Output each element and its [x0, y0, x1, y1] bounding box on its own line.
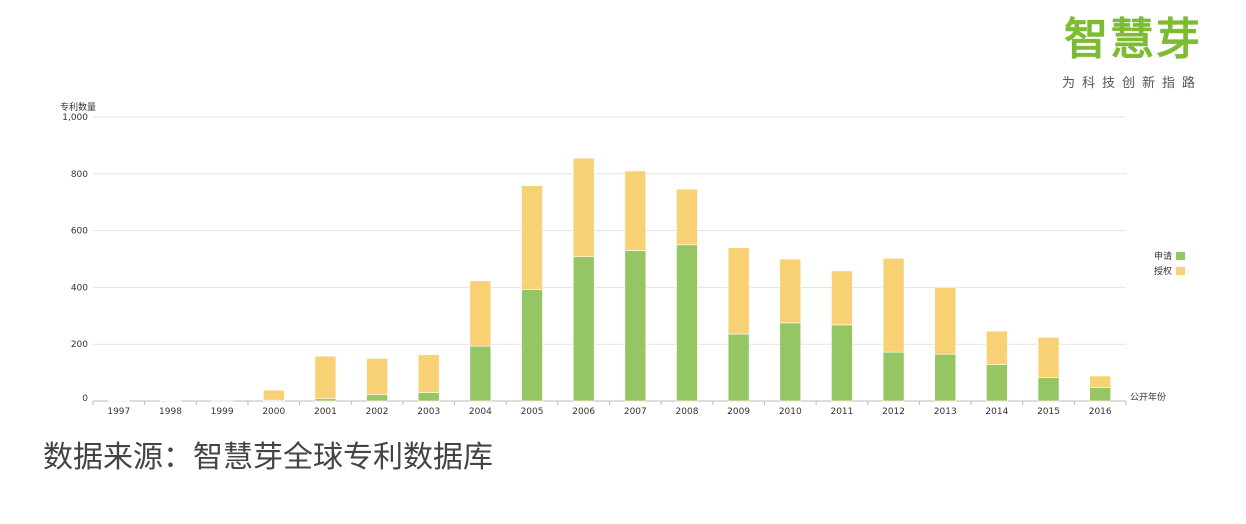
- brand-logo-tagline: 为科技创新指路: [1061, 76, 1202, 91]
- x-tick-label: 2000: [262, 407, 285, 417]
- x-tick-label: 2003: [417, 407, 440, 417]
- bar-2014-series-0: [986, 364, 1008, 402]
- y-tick-label: 600: [71, 227, 88, 237]
- grid-lines: [93, 116, 1126, 402]
- bar-2010-series-0: [779, 322, 802, 402]
- bar-2008-series-1: [676, 188, 698, 246]
- x-tick-label: 1998: [159, 407, 182, 417]
- bar-2011-series-0: [831, 324, 853, 402]
- bar-2002-series-1: [366, 358, 388, 396]
- y-axis-ticks: 0 200 400 600 800 1,000: [62, 113, 88, 404]
- x-tick-label: 2004: [469, 407, 492, 417]
- x-tick-label: 2014: [985, 407, 1008, 417]
- x-tick-label: 2013: [934, 407, 957, 417]
- bar-2001-series-1: [314, 355, 337, 400]
- bar-2013-series-1: [934, 287, 957, 355]
- bar-2002-series-0: [366, 394, 388, 402]
- y-tick-label: 200: [71, 340, 88, 350]
- x-axis-ticks: 1997 1998 1999 2000 2001 2002 2003 2004 2005 2006…: [92, 401, 1127, 417]
- bar-2009-series-1: [727, 247, 750, 335]
- bar-2011-series-1: [831, 270, 853, 326]
- bar-2015-series-0: [1037, 377, 1060, 402]
- bar-2006-series-1: [572, 157, 595, 258]
- bar-2012-series-0: [882, 351, 905, 402]
- bar-2004-series-0: [469, 345, 492, 402]
- x-axis-title: 公开年份: [1130, 391, 1166, 403]
- x-tick-label: 2007: [624, 407, 647, 417]
- bar-2008-series-0: [676, 244, 698, 402]
- bar-2007-series-0: [624, 250, 647, 402]
- y-tick-label: 800: [71, 170, 88, 180]
- x-tick-label: 2010: [779, 407, 802, 417]
- x-tick-label: 2006: [572, 407, 595, 417]
- x-tick-label: 2011: [830, 407, 853, 417]
- legend-swatch-0: [1176, 252, 1185, 260]
- brand-logo-title: 智慧芽: [1064, 14, 1202, 65]
- bar-2014-series-1: [986, 330, 1008, 365]
- bar-2010-series-1: [779, 258, 802, 324]
- bar-2015-series-1: [1037, 337, 1060, 379]
- x-tick-label: 2015: [1037, 407, 1060, 417]
- bar-2016-series-1: [1089, 375, 1111, 388]
- x-tick-label: 1999: [211, 407, 234, 417]
- bar-2012-series-1: [882, 258, 905, 353]
- bar-2016-series-0: [1089, 387, 1111, 402]
- bar-2004-series-1: [469, 280, 492, 347]
- bar-2007-series-1: [624, 170, 647, 251]
- bar-2006-series-0: [572, 256, 595, 402]
- x-tick-label: 2016: [1089, 407, 1112, 417]
- legend-label-1: 授权: [1154, 265, 1172, 277]
- x-tick-label: 2009: [727, 407, 750, 417]
- legend-label-0: 申请: [1154, 250, 1172, 262]
- y-tick-label: 400: [71, 283, 88, 293]
- y-tick-label: 1,000: [62, 113, 88, 123]
- bars: [108, 157, 1111, 402]
- x-tick-label: 2008: [676, 407, 699, 417]
- bar-2003-series-0: [417, 392, 440, 402]
- bar-2005-series-0: [521, 289, 543, 402]
- bar-2009-series-0: [727, 333, 750, 402]
- bar-2013-series-0: [934, 353, 957, 402]
- y-tick-label: 0: [82, 394, 88, 404]
- bar-2005-series-1: [521, 185, 543, 290]
- x-tick-label: 2002: [366, 407, 389, 417]
- x-tick-label: 2005: [521, 407, 544, 417]
- bar-2000-series-1: [262, 389, 285, 401]
- bar-2001-series-0: [314, 398, 337, 402]
- bar-2003-series-1: [417, 354, 440, 393]
- x-tick-label: 2001: [314, 407, 337, 417]
- data-source-note: 数据来源：智慧芽全球专利数据库: [43, 440, 493, 475]
- y-axis-title: 专利数量: [60, 101, 96, 113]
- legend-swatch-1: [1176, 267, 1185, 275]
- x-tick-label: 2012: [882, 407, 905, 417]
- x-tick-label: 1997: [107, 407, 130, 417]
